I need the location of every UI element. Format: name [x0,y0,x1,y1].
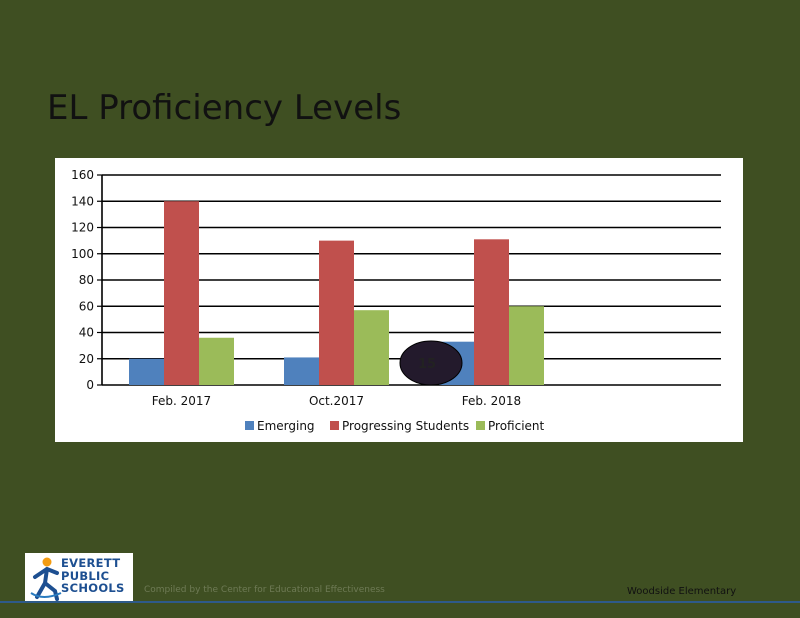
slide-title: EL Proficiency Levels [47,88,402,128]
legend-label: Emerging [257,419,315,433]
y-tick-label: 0 [86,378,94,392]
bar [319,240,354,385]
legend-swatch [245,421,254,430]
legend-swatch [330,421,339,430]
legend-swatch [476,421,485,430]
page-number-badge [399,340,463,386]
bar [509,306,544,385]
bar [129,358,164,385]
y-tick-label: 120 [71,221,94,235]
bar [284,357,319,385]
legend-label: Proficient [488,419,545,433]
bottom-divider [0,601,800,603]
district-logo: EVERETT PUBLIC SCHOOLS [25,553,133,601]
y-tick-label: 160 [71,168,94,182]
x-category-label: Oct.2017 [309,394,364,408]
legend-label: Progressing Students [342,419,469,433]
x-category-label: Feb. 2017 [152,394,211,408]
chart-panel: 0 20 40 60 80 100 120 140 160 Feb. 2017 Oct.2017 Fe… [55,158,743,442]
bar [164,201,199,385]
logo-text: EVERETT PUBLIC SCHOOLS [61,556,125,595]
y-tick-label: 140 [71,194,94,208]
bar [354,310,389,385]
x-category-label: Feb. 2018 [462,394,521,408]
runner-figure-icon [30,557,62,601]
y-tick-label: 100 [71,247,94,261]
y-tick-label: 40 [79,326,94,340]
bar-chart: 0 20 40 60 80 100 120 140 160 Feb. 2017 Oct.2017 Fe… [71,168,721,433]
bar [474,239,509,385]
bar [199,337,234,385]
y-tick-label: 20 [79,352,94,366]
y-tick-label: 80 [79,273,94,287]
footer-note: Compiled by the Center for Educational E… [144,585,385,595]
y-tick-label: 60 [79,299,94,313]
school-name: Woodside Elementary [627,586,737,597]
page-number-badge-label: 15 [418,357,436,372]
